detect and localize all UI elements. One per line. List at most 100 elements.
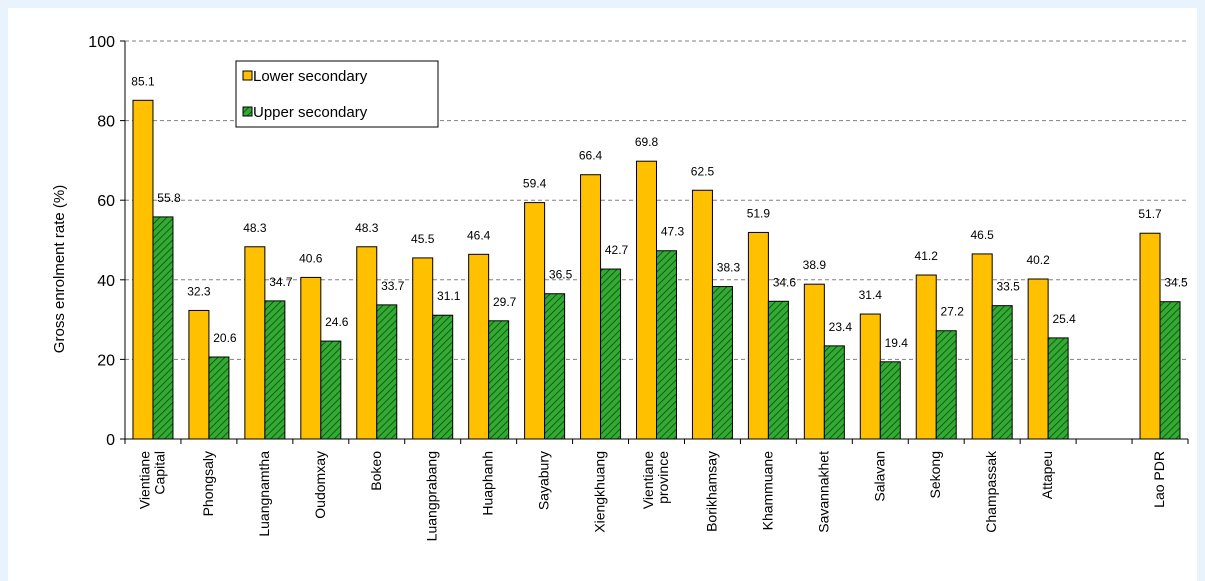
- data-label-upper-secondary: 23.4: [829, 320, 853, 334]
- x-category-label: Sekong: [927, 451, 943, 498]
- data-label-upper-secondary: 36.5: [549, 268, 573, 282]
- x-category-label: province: [655, 451, 671, 504]
- legend-swatch-upper-secondary: [242, 106, 253, 117]
- chart-frame: 85.1 55.8 32.3 20.6 48.3 34.7 40.6 24.6 48.3 33.7…: [8, 8, 1197, 581]
- data-label-upper-secondary: 29.7: [493, 295, 517, 309]
- legend-box: [235, 60, 439, 128]
- x-category-label: Vientiane: [136, 451, 152, 509]
- bars: [132, 99, 1181, 440]
- bar-upper-secondary: [1159, 301, 1181, 440]
- data-label-lower-secondary: 48.3: [355, 221, 379, 235]
- bar-upper-secondary: [432, 314, 454, 440]
- data-label-upper-secondary: 25.4: [1052, 312, 1076, 326]
- bar-lower-secondary: [524, 202, 546, 440]
- bar-upper-secondary: [488, 320, 510, 440]
- data-label-lower-secondary: 51.9: [747, 206, 771, 220]
- bar-lower-secondary: [691, 189, 713, 440]
- legend: Lower secondary Upper secondary: [235, 60, 439, 128]
- bar-upper-secondary: [600, 268, 622, 440]
- data-label-lower-secondary: 51.7: [1138, 207, 1162, 221]
- data-label-lower-secondary: 66.4: [579, 149, 603, 163]
- x-category-label: Savannakhet: [815, 451, 831, 533]
- bar-lower-secondary: [747, 231, 769, 440]
- bar-lower-secondary: [971, 253, 993, 440]
- x-category-label: Luangnamtha: [256, 451, 272, 537]
- x-category-label: Lao PDR: [1151, 451, 1167, 508]
- bar-lower-secondary: [468, 253, 490, 440]
- bar-upper-secondary: [544, 293, 566, 440]
- data-label-upper-secondary: 33.5: [997, 280, 1021, 294]
- x-category-label: Huaphanh: [480, 451, 496, 516]
- data-label-upper-secondary: 20.6: [213, 331, 237, 345]
- x-category-label: Oudomxay: [312, 451, 328, 519]
- data-label-upper-secondary: 55.8: [157, 191, 181, 205]
- y-tick-label: 40: [97, 273, 115, 290]
- bar-lower-secondary: [244, 246, 266, 440]
- data-label-lower-secondary: 31.4: [859, 288, 883, 302]
- bar-lower-secondary: [1139, 232, 1161, 440]
- data-label-upper-secondary: 38.3: [717, 261, 741, 275]
- x-category-label: Luangprabang: [424, 451, 440, 541]
- data-label-lower-secondary: 62.5: [691, 164, 715, 178]
- data-label-upper-secondary: 47.3: [661, 225, 685, 239]
- bar-upper-secondary: [656, 250, 677, 440]
- legend-swatch-lower-secondary: [242, 70, 253, 81]
- bar-lower-secondary: [636, 160, 657, 440]
- bar-upper-secondary: [152, 216, 174, 440]
- x-category-label: Capital: [151, 451, 167, 495]
- data-label-upper-secondary: 34.5: [1164, 276, 1188, 290]
- x-category-label: Khammuane: [759, 451, 775, 531]
- data-label-lower-secondary: 59.4: [523, 177, 547, 191]
- data-label-upper-secondary: 31.1: [437, 289, 461, 303]
- bar-lower-secondary: [132, 99, 154, 440]
- data-label-upper-secondary: 24.6: [325, 315, 349, 329]
- data-label-upper-secondary: 34.7: [269, 275, 293, 289]
- x-category-label: Bokeo: [368, 451, 384, 491]
- data-label-upper-secondary: 27.2: [941, 305, 965, 319]
- data-label-lower-secondary: 45.5: [411, 232, 435, 246]
- y-tick-label: 80: [97, 114, 115, 131]
- bar-upper-secondary: [320, 340, 342, 440]
- data-label-lower-secondary: 85.1: [131, 74, 155, 88]
- y-tick-label: 100: [88, 34, 115, 51]
- data-label-lower-secondary: 69.8: [635, 135, 659, 149]
- bar-upper-secondary: [208, 356, 230, 440]
- bar-lower-secondary: [300, 276, 322, 440]
- y-axis-title: Gross enrolment rate (%): [51, 185, 68, 353]
- x-category-label: Phongsaly: [200, 451, 216, 516]
- bar-lower-secondary: [580, 174, 602, 440]
- x-category-label: Xiengkhuang: [592, 451, 608, 533]
- data-label-upper-secondary: 33.7: [381, 279, 405, 293]
- data-label-upper-secondary: 42.7: [605, 243, 629, 257]
- data-label-lower-secondary: 46.5: [971, 228, 995, 242]
- bar-upper-secondary: [935, 330, 957, 440]
- y-tick-label: 20: [97, 352, 115, 369]
- data-label-lower-secondary: 40.2: [1026, 253, 1050, 267]
- bar-lower-secondary: [915, 274, 937, 440]
- bar-upper-secondary: [376, 304, 398, 440]
- bar-upper-secondary: [823, 345, 845, 440]
- data-label-lower-secondary: 46.4: [467, 228, 491, 242]
- legend-label-lower-secondary: Lower secondary: [253, 68, 368, 85]
- data-label-lower-secondary: 38.9: [803, 258, 827, 272]
- bar-upper-secondary: [1047, 337, 1069, 440]
- y-tick-label: 60: [97, 193, 115, 210]
- bar-lower-secondary: [356, 246, 378, 440]
- data-labels: 85.1 55.8 32.3 20.6 48.3 34.7 40.6 24.6 48.3 33.7…: [131, 74, 1188, 349]
- data-label-upper-secondary: 19.4: [885, 336, 909, 350]
- bar-upper-secondary: [991, 305, 1013, 440]
- bar-upper-secondary: [767, 300, 789, 440]
- x-category-label: Vientiane: [640, 451, 656, 509]
- x-category-label: Attapeu: [1039, 451, 1055, 499]
- data-label-upper-secondary: 34.6: [773, 275, 797, 289]
- x-category-label: Salavan: [871, 451, 887, 502]
- bar-lower-secondary: [1027, 278, 1049, 440]
- x-category-label: Borikhamsay: [703, 451, 719, 532]
- legend-label-upper-secondary: Upper secondary: [253, 104, 368, 121]
- bar-lower-secondary: [859, 313, 881, 440]
- bar-upper-secondary: [711, 286, 733, 440]
- data-label-lower-secondary: 40.6: [299, 251, 323, 265]
- x-category-label: Sayabury: [536, 451, 552, 510]
- bar-lower-secondary: [188, 309, 210, 440]
